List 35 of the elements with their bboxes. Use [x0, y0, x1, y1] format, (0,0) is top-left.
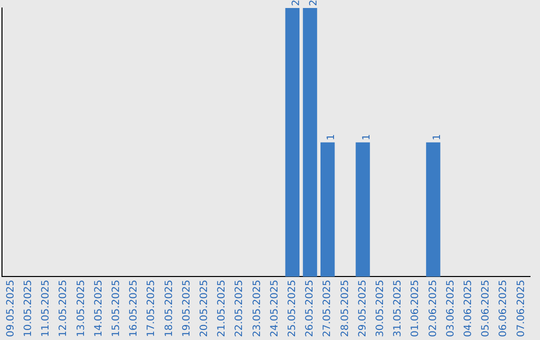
- x-tick-label: 06.06.2025: [498, 280, 510, 338]
- x-tick-label: 28.05.2025: [340, 280, 351, 338]
- x-tick-label: 12.05.2025: [58, 280, 70, 338]
- x-tick-label: 15.05.2025: [110, 280, 122, 338]
- x-tick-label: 03.06.2025: [445, 280, 456, 338]
- x-tick-label: 30.05.2025: [374, 280, 386, 338]
- x-tick-label: 04.06.2025: [462, 280, 474, 338]
- data-label: 1: [432, 134, 443, 140]
- x-tick-label: 27.05.2025: [322, 280, 334, 338]
- x-tick-label: 24.05.2025: [269, 280, 280, 338]
- x-tick-label: 02.06.2025: [428, 280, 439, 338]
- x-tick-label: 16.05.2025: [128, 280, 140, 338]
- x-tick-label: 31.05.2025: [392, 280, 404, 338]
- x-tick-label: 25.05.2025: [286, 280, 298, 338]
- x-tick-label: 18.05.2025: [164, 280, 175, 338]
- x-tick-label: 26.05.2025: [304, 280, 316, 338]
- x-tick-label: 09.05.2025: [5, 280, 16, 338]
- x-tick-label: 10.05.2025: [22, 280, 34, 338]
- data-label: 1: [326, 134, 338, 140]
- x-tick-label: 20.05.2025: [198, 280, 210, 338]
- x-tick-label: 01.06.2025: [410, 280, 422, 338]
- x-tick-label: 22.05.2025: [234, 280, 246, 338]
- x-tick-label: 07.06.2025: [516, 280, 527, 338]
- x-tick-label: 19.05.2025: [181, 280, 192, 338]
- x-tick-label: 13.05.2025: [76, 280, 87, 338]
- data-label: 2: [308, 0, 320, 6]
- x-tick-label: 05.06.2025: [480, 280, 492, 338]
- x-tick-label: 11.05.2025: [40, 280, 52, 338]
- x-tick-label: 21.05.2025: [216, 280, 228, 338]
- data-label: 1: [361, 134, 372, 140]
- x-tick-label: 14.05.2025: [93, 280, 104, 338]
- x-tick-label: 23.05.2025: [252, 280, 263, 338]
- x-tick-label: 29.05.2025: [357, 280, 368, 338]
- data-label: 2: [290, 0, 302, 6]
- x-tick-label: 17.05.2025: [146, 280, 158, 338]
